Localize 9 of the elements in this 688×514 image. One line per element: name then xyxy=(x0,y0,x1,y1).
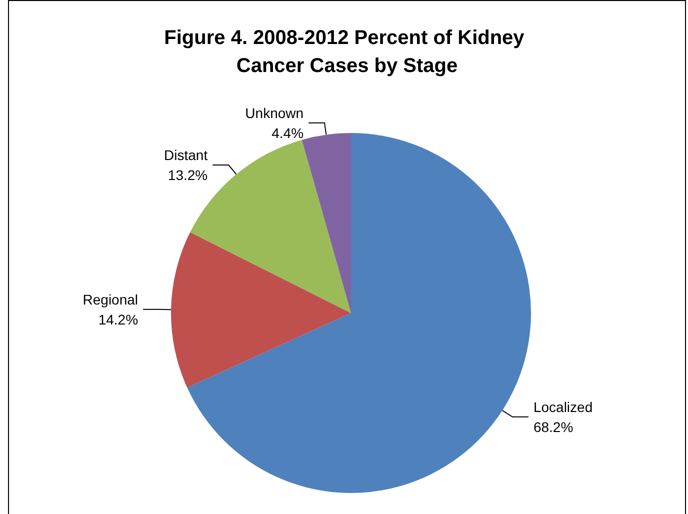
slice-label: Unknown xyxy=(245,104,304,121)
slice-label: Distant xyxy=(164,147,208,164)
data-label: 14.2% xyxy=(98,311,138,328)
slice-label: Localized xyxy=(533,398,593,415)
chart-title: Figure 4. 2008-2012 Percent of Kidney Cancer Cases by Stage xyxy=(164,27,530,77)
data-label: 4.4% xyxy=(272,124,304,141)
data-label: 13.2% xyxy=(168,167,208,184)
data-label: 68.2% xyxy=(533,418,574,435)
slice-label: Regional xyxy=(82,291,138,308)
